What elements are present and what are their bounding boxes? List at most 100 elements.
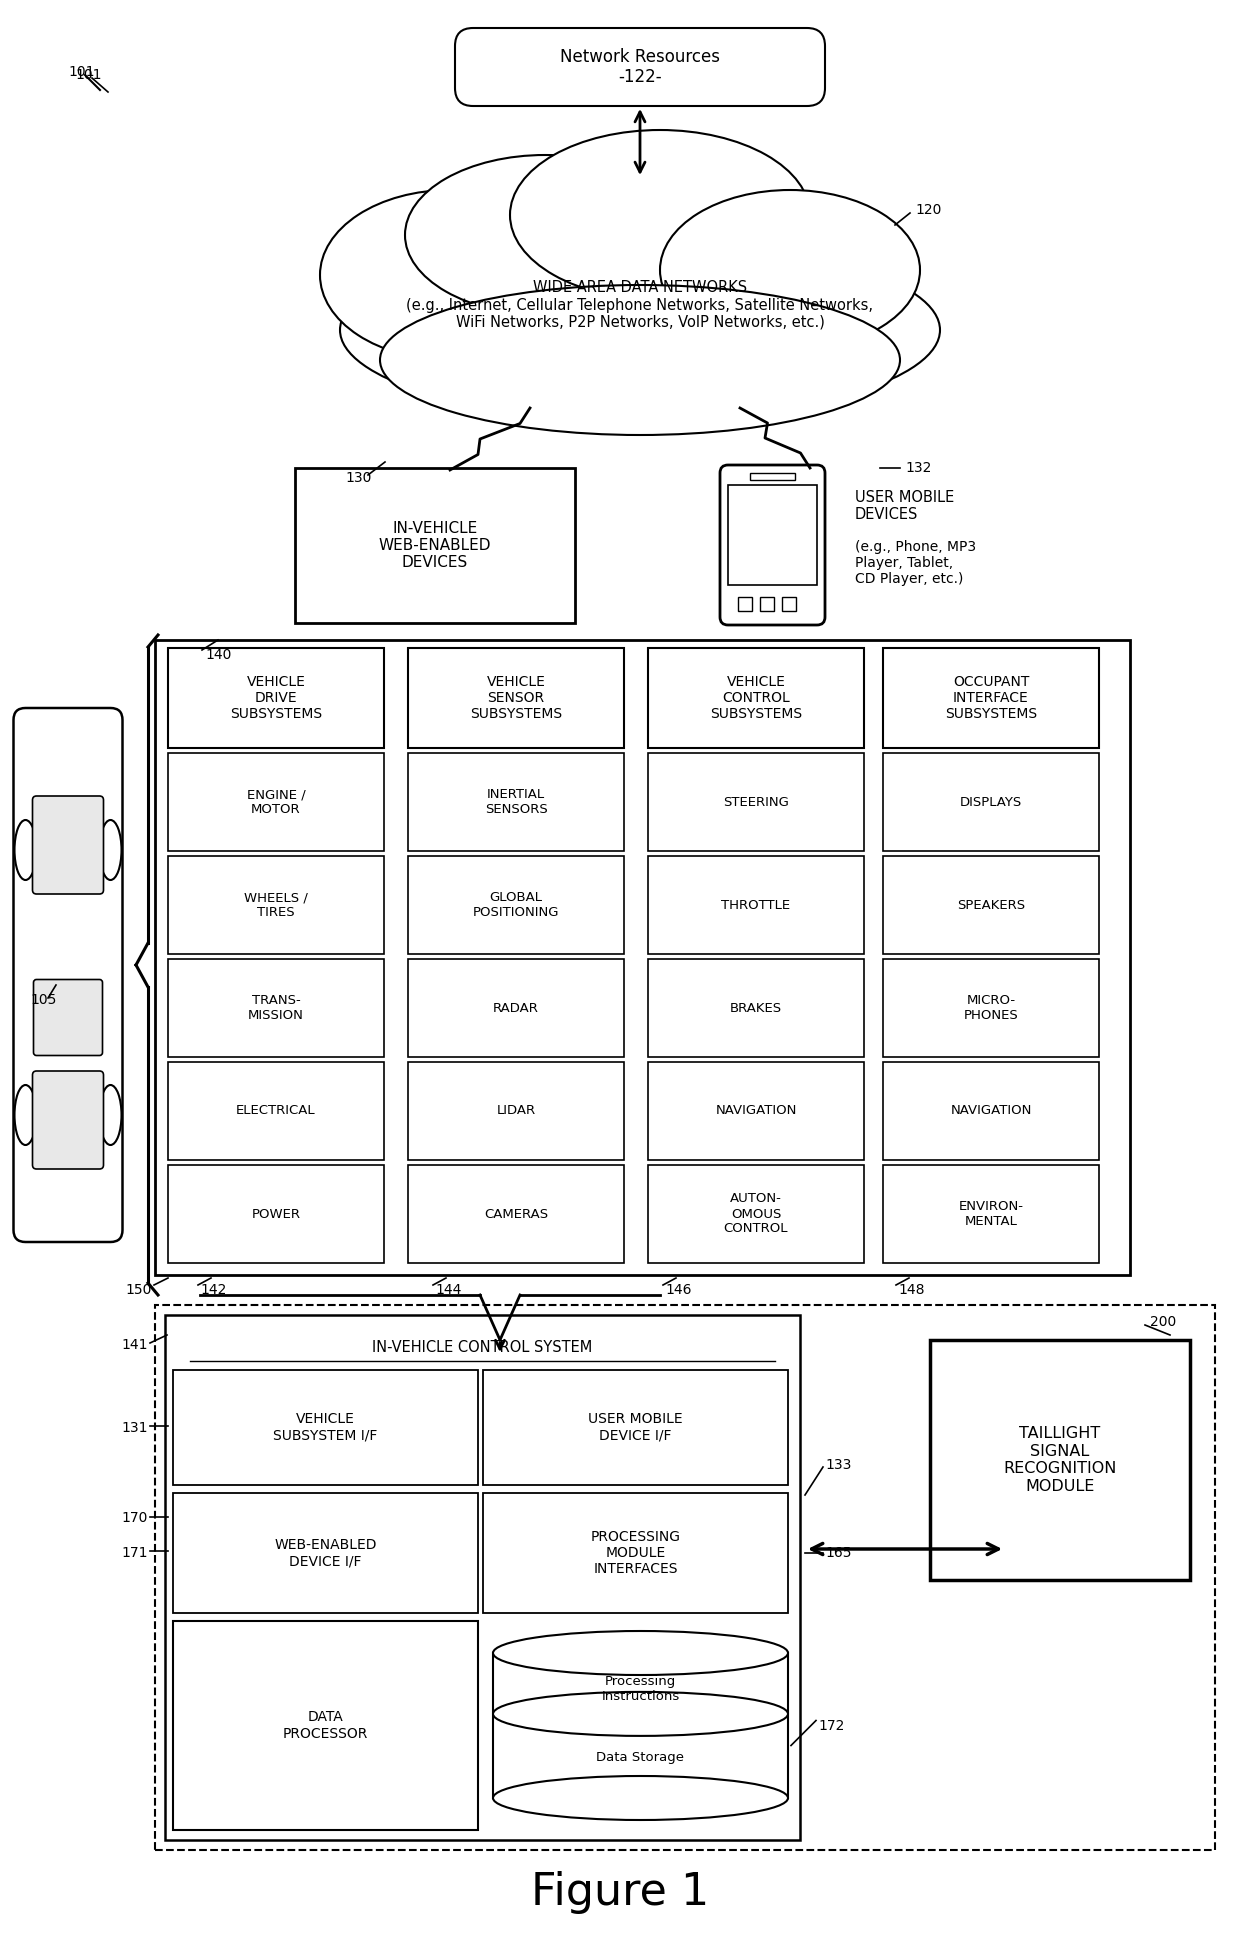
Text: VEHICLE
SENSOR
SUBSYSTEMS: VEHICLE SENSOR SUBSYSTEMS (470, 674, 562, 721)
Text: Figure 1: Figure 1 (531, 1872, 709, 1915)
Text: IN-VEHICLE
WEB-ENABLED
DEVICES: IN-VEHICLE WEB-ENABLED DEVICES (378, 521, 491, 570)
Bar (728, 484, 817, 585)
FancyBboxPatch shape (720, 465, 825, 624)
Text: NAVIGATION: NAVIGATION (715, 1105, 796, 1118)
Ellipse shape (494, 1692, 787, 1736)
Text: PROCESSING
MODULE
INTERFACES: PROCESSING MODULE INTERFACES (590, 1529, 681, 1576)
Text: DATA
PROCESSOR: DATA PROCESSOR (283, 1711, 368, 1740)
Text: NAVIGATION: NAVIGATION (950, 1105, 1032, 1118)
Text: USER MOBILE
DEVICE I/F: USER MOBILE DEVICE I/F (588, 1413, 683, 1442)
Ellipse shape (379, 285, 900, 434)
Text: 120: 120 (915, 203, 941, 217)
Ellipse shape (510, 130, 810, 300)
Text: 101: 101 (68, 66, 94, 79)
Text: 144: 144 (435, 1283, 461, 1297)
Ellipse shape (340, 240, 940, 421)
Ellipse shape (405, 155, 684, 316)
Bar (167, 754, 384, 851)
Text: Network Resources
-122-: Network Resources -122- (560, 48, 720, 87)
Bar (408, 754, 624, 851)
Text: RADAR: RADAR (494, 1002, 539, 1014)
Text: ENGINE /
MOTOR: ENGINE / MOTOR (247, 789, 305, 816)
Text: 170: 170 (122, 1512, 148, 1525)
Bar (408, 857, 624, 953)
Text: INERTIAL
SENSORS: INERTIAL SENSORS (485, 789, 547, 816)
Text: 171: 171 (122, 1547, 148, 1560)
Text: Data Storage: Data Storage (596, 1750, 684, 1764)
Text: ENVIRON-
MENTAL: ENVIRON- MENTAL (959, 1200, 1023, 1229)
Bar (167, 959, 384, 1056)
Text: THROTTLE: THROTTLE (722, 899, 791, 911)
Text: 141: 141 (122, 1337, 148, 1353)
Bar (408, 1062, 624, 1161)
Bar (930, 1339, 1190, 1579)
Text: USER MOBILE
DEVICES: USER MOBILE DEVICES (856, 490, 955, 523)
Bar (167, 1165, 384, 1264)
Text: TAILLIGHT
SIGNAL
RECOGNITION
MODULE: TAILLIGHT SIGNAL RECOGNITION MODULE (1003, 1426, 1117, 1494)
FancyBboxPatch shape (455, 27, 825, 107)
Bar (649, 754, 864, 851)
Text: OCCUPANT
INTERFACE
SUBSYSTEMS: OCCUPANT INTERFACE SUBSYSTEMS (945, 674, 1037, 721)
Bar (649, 1165, 864, 1264)
Bar (649, 647, 864, 748)
Bar (484, 1370, 787, 1485)
Text: 172: 172 (818, 1719, 844, 1733)
Bar (155, 1304, 1215, 1851)
Text: 133: 133 (825, 1457, 852, 1473)
Text: 101: 101 (74, 68, 102, 81)
Bar (883, 857, 1099, 953)
Bar (883, 754, 1099, 851)
FancyBboxPatch shape (32, 1072, 103, 1169)
Bar (750, 473, 795, 481)
Ellipse shape (15, 1085, 36, 1145)
Text: 148: 148 (898, 1283, 925, 1297)
Text: SPEAKERS: SPEAKERS (957, 899, 1025, 911)
Ellipse shape (99, 820, 122, 880)
Bar (883, 959, 1099, 1056)
Ellipse shape (15, 820, 36, 880)
FancyBboxPatch shape (32, 797, 103, 893)
Bar (295, 467, 575, 622)
Text: WIDE AREA DATA NETWORKS
(e.g., Internet, Cellular Telephone Networks, Satellite : WIDE AREA DATA NETWORKS (e.g., Internet,… (407, 281, 873, 329)
Bar (174, 1620, 477, 1829)
Text: DISPLAYS: DISPLAYS (960, 795, 1022, 808)
Text: 131: 131 (122, 1421, 148, 1434)
Text: 150: 150 (125, 1283, 153, 1297)
Bar (408, 1165, 624, 1264)
Bar (760, 597, 774, 610)
Text: 165: 165 (825, 1547, 852, 1560)
Text: 130: 130 (345, 471, 371, 484)
Bar (883, 1062, 1099, 1161)
Text: IN-VEHICLE CONTROL SYSTEM: IN-VEHICLE CONTROL SYSTEM (372, 1339, 593, 1355)
Bar (494, 1653, 787, 1798)
Text: ELECTRICAL: ELECTRICAL (236, 1105, 316, 1118)
Text: 146: 146 (665, 1283, 692, 1297)
Bar (883, 647, 1099, 748)
Text: (e.g., Phone, MP3
Player, Tablet,
CD Player, etc.): (e.g., Phone, MP3 Player, Tablet, CD Pla… (856, 541, 976, 587)
Text: 140: 140 (205, 647, 232, 663)
Text: TRANS-
MISSION: TRANS- MISSION (248, 994, 304, 1021)
Bar (174, 1492, 477, 1612)
Text: Processing
Instructions: Processing Instructions (601, 1674, 680, 1704)
Text: 105: 105 (30, 992, 56, 1008)
Text: CAMERAS: CAMERAS (484, 1207, 548, 1221)
Text: BRAKES: BRAKES (730, 1002, 782, 1014)
Text: STEERING: STEERING (723, 795, 789, 808)
Text: 200: 200 (1149, 1316, 1177, 1329)
Text: VEHICLE
CONTROL
SUBSYSTEMS: VEHICLE CONTROL SUBSYSTEMS (711, 674, 802, 721)
Text: WEB-ENABLED
DEVICE I/F: WEB-ENABLED DEVICE I/F (274, 1539, 377, 1568)
Bar (155, 640, 1130, 1275)
Ellipse shape (99, 1085, 122, 1145)
Text: GLOBAL
POSITIONING: GLOBAL POSITIONING (472, 891, 559, 919)
Text: WHEELS /
TIRES: WHEELS / TIRES (244, 891, 308, 919)
Bar (738, 597, 751, 610)
Bar (408, 647, 624, 748)
Bar (484, 1492, 787, 1612)
Text: AUTON-
OMOUS
CONTROL: AUTON- OMOUS CONTROL (724, 1192, 789, 1236)
Ellipse shape (494, 1775, 787, 1820)
Text: VEHICLE
DRIVE
SUBSYSTEMS: VEHICLE DRIVE SUBSYSTEMS (229, 674, 322, 721)
Text: POWER: POWER (252, 1207, 300, 1221)
Text: MICRO-
PHONES: MICRO- PHONES (963, 994, 1018, 1021)
Bar (174, 1370, 477, 1485)
Ellipse shape (320, 190, 580, 360)
